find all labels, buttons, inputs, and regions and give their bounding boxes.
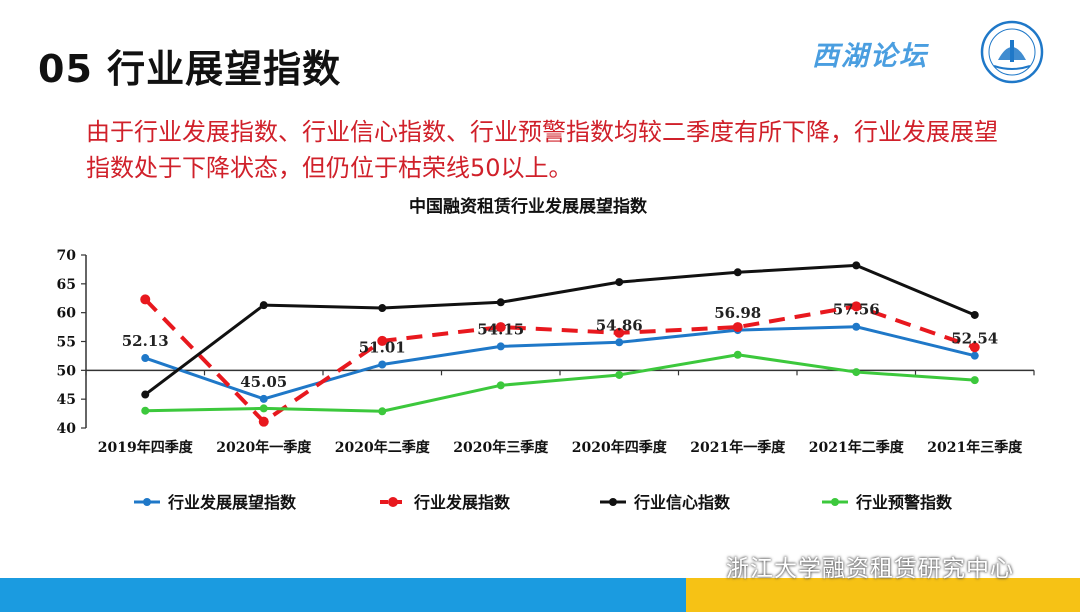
data-point-warning bbox=[970, 376, 979, 385]
x-tick-label: 2020年三季度 bbox=[453, 439, 549, 456]
x-tick-label: 2021年三季度 bbox=[927, 439, 1023, 456]
watermark: 浙江大学融资租赁研究中心 bbox=[690, 548, 1014, 584]
legend-label-confidence: 行业信心指数 bbox=[633, 493, 731, 512]
data-point-development bbox=[732, 322, 743, 333]
data-point-outlook bbox=[141, 354, 150, 363]
data-point-outlook bbox=[852, 322, 861, 331]
chart-data-labels: 52.13 45.05 51.01 54.15 54.86 56.98 57.56 52.54 bbox=[122, 301, 998, 391]
footer-bar-yellow bbox=[686, 578, 1080, 612]
chart-axes: 40 45 50 55 60 65 70 2019年四季度 2020年一季度 2020年二季度 20… bbox=[57, 248, 1035, 456]
data-point-warning bbox=[496, 381, 505, 390]
footer-bar-blue bbox=[0, 578, 686, 612]
data-point-outlook bbox=[970, 351, 979, 360]
data-point-confidence bbox=[852, 261, 861, 270]
data-point-warning bbox=[615, 370, 624, 379]
data-point-confidence bbox=[259, 301, 268, 310]
data-label: 57.56 bbox=[833, 301, 880, 319]
x-tick-label: 2021年一季度 bbox=[690, 439, 786, 456]
legend-label-outlook: 行业发展展望指数 bbox=[167, 493, 297, 512]
data-point-development bbox=[969, 342, 980, 353]
data-point-warning bbox=[852, 368, 861, 377]
summary-text: 由于行业发展指数、行业信心指数、行业预警指数均较二季度有所下降，行业发展展望指数… bbox=[86, 118, 998, 182]
data-label: 54.15 bbox=[477, 320, 524, 338]
x-tick-label: 2021年二季度 bbox=[809, 439, 905, 456]
data-label: 51.01 bbox=[359, 339, 406, 357]
y-tick-label: 45 bbox=[57, 392, 76, 408]
data-point-warning bbox=[141, 406, 150, 415]
chart-title: 中国融资租赁行业发展展望指数 bbox=[409, 196, 648, 217]
chart-series bbox=[140, 261, 980, 427]
data-point-confidence bbox=[733, 268, 742, 277]
y-tick-label: 70 bbox=[57, 248, 77, 264]
y-tick-label: 55 bbox=[57, 335, 76, 351]
legend-label-development: 行业发展指数 bbox=[413, 493, 511, 512]
data-point-outlook bbox=[496, 342, 505, 351]
wechat-icon bbox=[691, 555, 719, 577]
data-point-outlook bbox=[378, 360, 387, 369]
data-label: 54.86 bbox=[596, 316, 643, 334]
data-label: 45.05 bbox=[240, 373, 287, 391]
y-tick-label: 60 bbox=[57, 306, 77, 322]
x-tick-label: 2020年一季度 bbox=[216, 439, 312, 456]
chart-legend: 行业发展展望指数 行业发展指数 行业信心指数 行业预警指数 bbox=[134, 493, 953, 512]
line-chart: 中国融资租赁行业发展展望指数 40 45 50 55 60 65 70 2019年四季度 202… bbox=[57, 196, 1035, 512]
data-point-warning bbox=[733, 350, 742, 359]
data-point-confidence bbox=[496, 298, 505, 307]
page-title: 05 行业展望指数 bbox=[38, 47, 342, 91]
data-point-development bbox=[614, 327, 625, 338]
data-point-development bbox=[495, 322, 506, 333]
data-point-warning bbox=[259, 404, 268, 413]
data-point-development bbox=[377, 335, 388, 346]
legend-marker-development bbox=[388, 497, 398, 507]
series-line-outlook bbox=[144, 325, 976, 401]
data-point-outlook bbox=[259, 394, 268, 403]
data-point-development bbox=[140, 294, 151, 305]
data-point-confidence bbox=[970, 310, 979, 319]
data-point-development bbox=[258, 416, 269, 427]
data-point-development bbox=[851, 301, 862, 312]
x-tick-label: 2020年四季度 bbox=[572, 439, 668, 456]
series-line-confidence bbox=[144, 263, 976, 396]
data-point-warning bbox=[378, 407, 387, 416]
seal-logo-icon bbox=[980, 20, 1044, 84]
data-point-confidence bbox=[615, 278, 624, 287]
data-label: 52.13 bbox=[122, 332, 169, 350]
legend-label-warning: 行业预警指数 bbox=[855, 493, 953, 512]
data-point-outlook bbox=[615, 338, 624, 347]
data-point-confidence bbox=[378, 304, 387, 313]
legend-marker-warning bbox=[831, 498, 839, 506]
x-tick-label: 2019年四季度 bbox=[98, 439, 194, 456]
legend-marker-confidence bbox=[609, 498, 617, 506]
y-tick-label: 40 bbox=[57, 421, 77, 437]
x-tick-label: 2020年二季度 bbox=[335, 439, 431, 456]
watermark-text: 浙江大学融资租赁研究中心 bbox=[726, 556, 1014, 582]
y-tick-label: 65 bbox=[57, 277, 76, 293]
brand-logo-text: 西湖论坛 bbox=[812, 41, 928, 72]
y-tick-label: 50 bbox=[57, 363, 77, 379]
data-point-confidence bbox=[141, 390, 150, 399]
data-label: 52.54 bbox=[951, 330, 998, 348]
legend-marker-outlook bbox=[143, 498, 151, 506]
series-line-warning bbox=[145, 353, 975, 413]
data-label: 56.98 bbox=[714, 304, 761, 322]
